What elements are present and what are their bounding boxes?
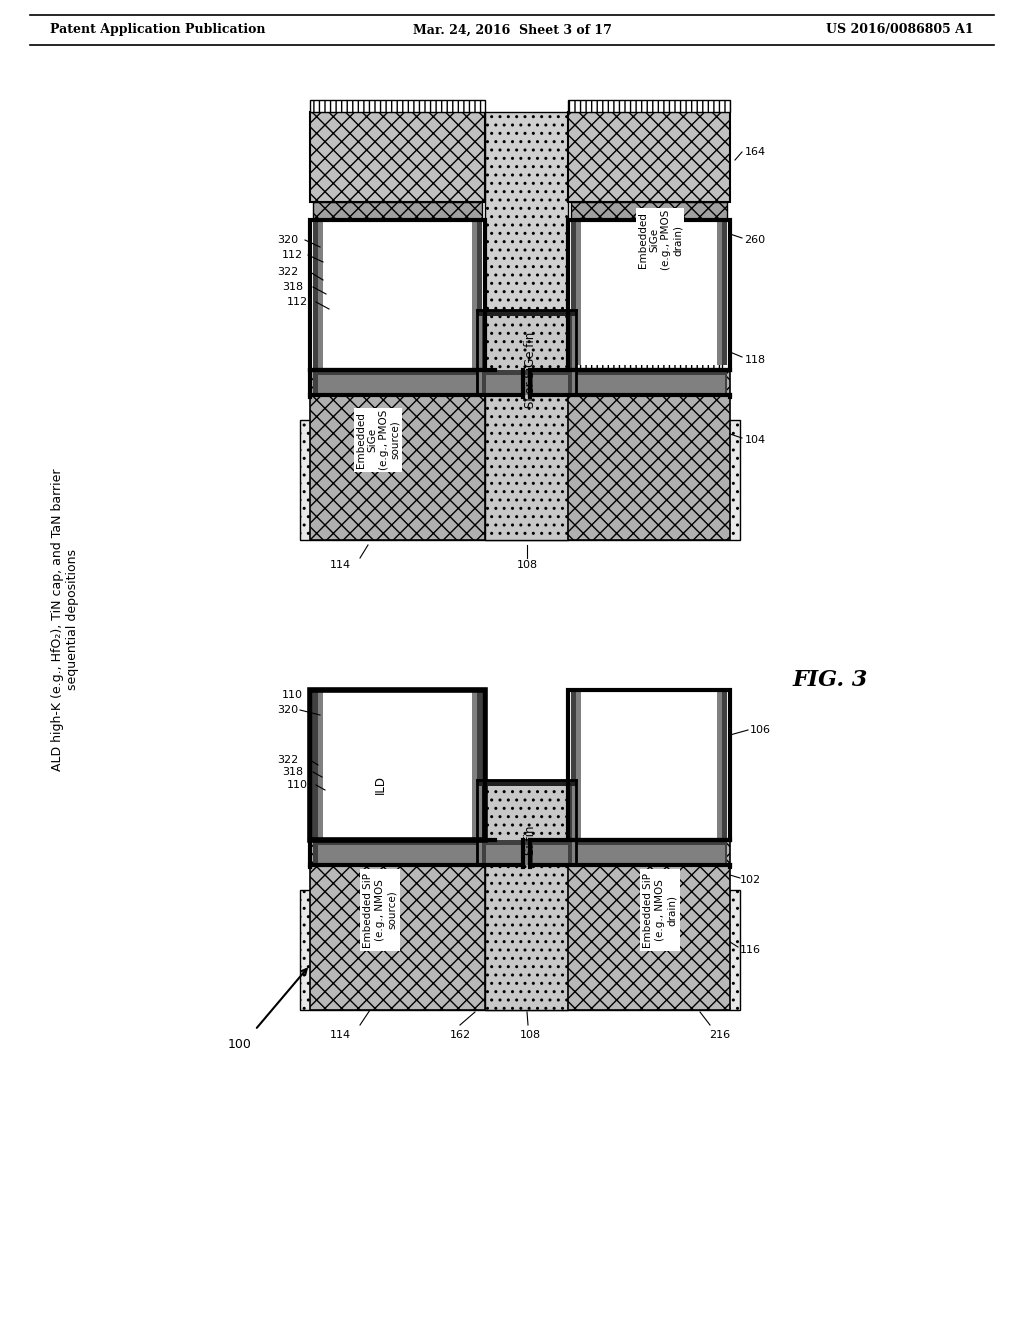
Bar bbox=[310, 100, 485, 112]
Bar bbox=[318, 220, 477, 370]
Bar bbox=[534, 845, 725, 865]
Text: Embedded
SiGe
(e.g., PMOS
source): Embedded SiGe (e.g., PMOS source) bbox=[355, 409, 400, 470]
Text: US 2016/0086805 A1: US 2016/0086805 A1 bbox=[826, 24, 974, 37]
Text: Embedded SiP
(e.g., NMOS
drain): Embedded SiP (e.g., NMOS drain) bbox=[643, 873, 677, 948]
Bar bbox=[477, 310, 575, 315]
Text: Mar. 24, 2016  Sheet 3 of 17: Mar. 24, 2016 Sheet 3 of 17 bbox=[413, 24, 611, 37]
Bar bbox=[318, 375, 528, 395]
Bar bbox=[571, 215, 727, 366]
Text: 112: 112 bbox=[282, 249, 303, 260]
Text: 322: 322 bbox=[276, 267, 298, 277]
Bar bbox=[318, 224, 480, 370]
Text: Embedded
SiGe
(e.g., PMOS
drain): Embedded SiGe (e.g., PMOS drain) bbox=[638, 210, 682, 271]
Bar bbox=[573, 696, 722, 840]
Text: 108: 108 bbox=[516, 560, 538, 570]
Bar bbox=[528, 840, 727, 865]
Bar bbox=[581, 690, 717, 840]
Text: 320: 320 bbox=[276, 235, 298, 246]
Text: Embedded SiP
(e.g., NMOS
source): Embedded SiP (e.g., NMOS source) bbox=[364, 873, 396, 948]
Bar bbox=[568, 780, 572, 865]
Bar bbox=[313, 370, 528, 395]
Bar bbox=[323, 220, 472, 370]
Bar bbox=[477, 780, 575, 785]
Text: 112: 112 bbox=[287, 297, 308, 308]
Bar bbox=[313, 840, 528, 865]
Bar bbox=[318, 845, 528, 865]
Bar bbox=[482, 310, 486, 395]
Bar bbox=[571, 202, 727, 220]
Bar bbox=[300, 890, 740, 1010]
Bar bbox=[313, 202, 482, 220]
Text: Si fin: Si fin bbox=[523, 825, 537, 855]
Text: 320: 320 bbox=[276, 705, 298, 715]
Text: 114: 114 bbox=[330, 560, 350, 570]
Bar bbox=[568, 100, 730, 112]
Bar bbox=[528, 370, 727, 395]
Text: 260: 260 bbox=[744, 235, 766, 246]
Bar bbox=[313, 220, 482, 370]
Bar bbox=[572, 310, 575, 395]
Bar bbox=[568, 220, 730, 370]
Bar bbox=[310, 690, 485, 840]
Bar bbox=[568, 840, 730, 1010]
Bar bbox=[313, 690, 482, 840]
Bar bbox=[575, 215, 722, 366]
Text: 108: 108 bbox=[519, 1030, 541, 1040]
Text: 116: 116 bbox=[739, 945, 761, 954]
Text: 110: 110 bbox=[282, 690, 303, 700]
Text: 164: 164 bbox=[744, 147, 766, 157]
Bar bbox=[534, 375, 725, 395]
Bar bbox=[581, 215, 717, 366]
Bar bbox=[310, 840, 485, 1010]
Bar bbox=[323, 690, 472, 840]
Text: ALD high-K (e.g., HfO₂), TiN cap, and TaN barrier
sequential depositions: ALD high-K (e.g., HfO₂), TiN cap, and Ta… bbox=[51, 469, 79, 771]
Bar bbox=[485, 780, 568, 1010]
Bar bbox=[310, 220, 485, 370]
Text: 110: 110 bbox=[287, 780, 308, 789]
Bar bbox=[568, 310, 572, 395]
Text: Patent Application Publication: Patent Application Publication bbox=[50, 24, 265, 37]
Bar bbox=[318, 696, 480, 840]
Bar bbox=[482, 780, 486, 865]
Bar bbox=[478, 310, 482, 395]
Text: 102: 102 bbox=[739, 875, 761, 884]
Bar bbox=[572, 780, 575, 865]
Text: 322: 322 bbox=[276, 755, 298, 766]
Bar bbox=[568, 112, 730, 202]
Text: 100: 100 bbox=[228, 1039, 252, 1052]
Text: 114: 114 bbox=[330, 1030, 350, 1040]
Bar bbox=[568, 370, 730, 540]
Bar bbox=[318, 690, 477, 840]
Bar bbox=[575, 690, 722, 840]
Text: 106: 106 bbox=[750, 725, 770, 735]
Bar bbox=[478, 780, 482, 865]
Text: 104: 104 bbox=[744, 436, 766, 445]
Text: FIG. 3: FIG. 3 bbox=[793, 669, 867, 690]
Bar bbox=[568, 690, 730, 840]
Text: Si or SiGe fin: Si or SiGe fin bbox=[523, 331, 537, 408]
Text: 162: 162 bbox=[450, 1030, 471, 1040]
Bar bbox=[485, 310, 568, 540]
Text: 118: 118 bbox=[744, 355, 766, 366]
Bar bbox=[573, 224, 722, 370]
Bar bbox=[310, 112, 485, 202]
Text: ILD: ILD bbox=[374, 776, 386, 795]
Text: 318: 318 bbox=[282, 767, 303, 777]
Bar bbox=[310, 690, 485, 840]
Bar bbox=[571, 690, 727, 840]
Bar bbox=[310, 370, 485, 540]
Text: 216: 216 bbox=[710, 1030, 730, 1040]
Bar bbox=[485, 112, 568, 310]
Bar bbox=[300, 420, 740, 540]
Text: 318: 318 bbox=[282, 282, 303, 292]
